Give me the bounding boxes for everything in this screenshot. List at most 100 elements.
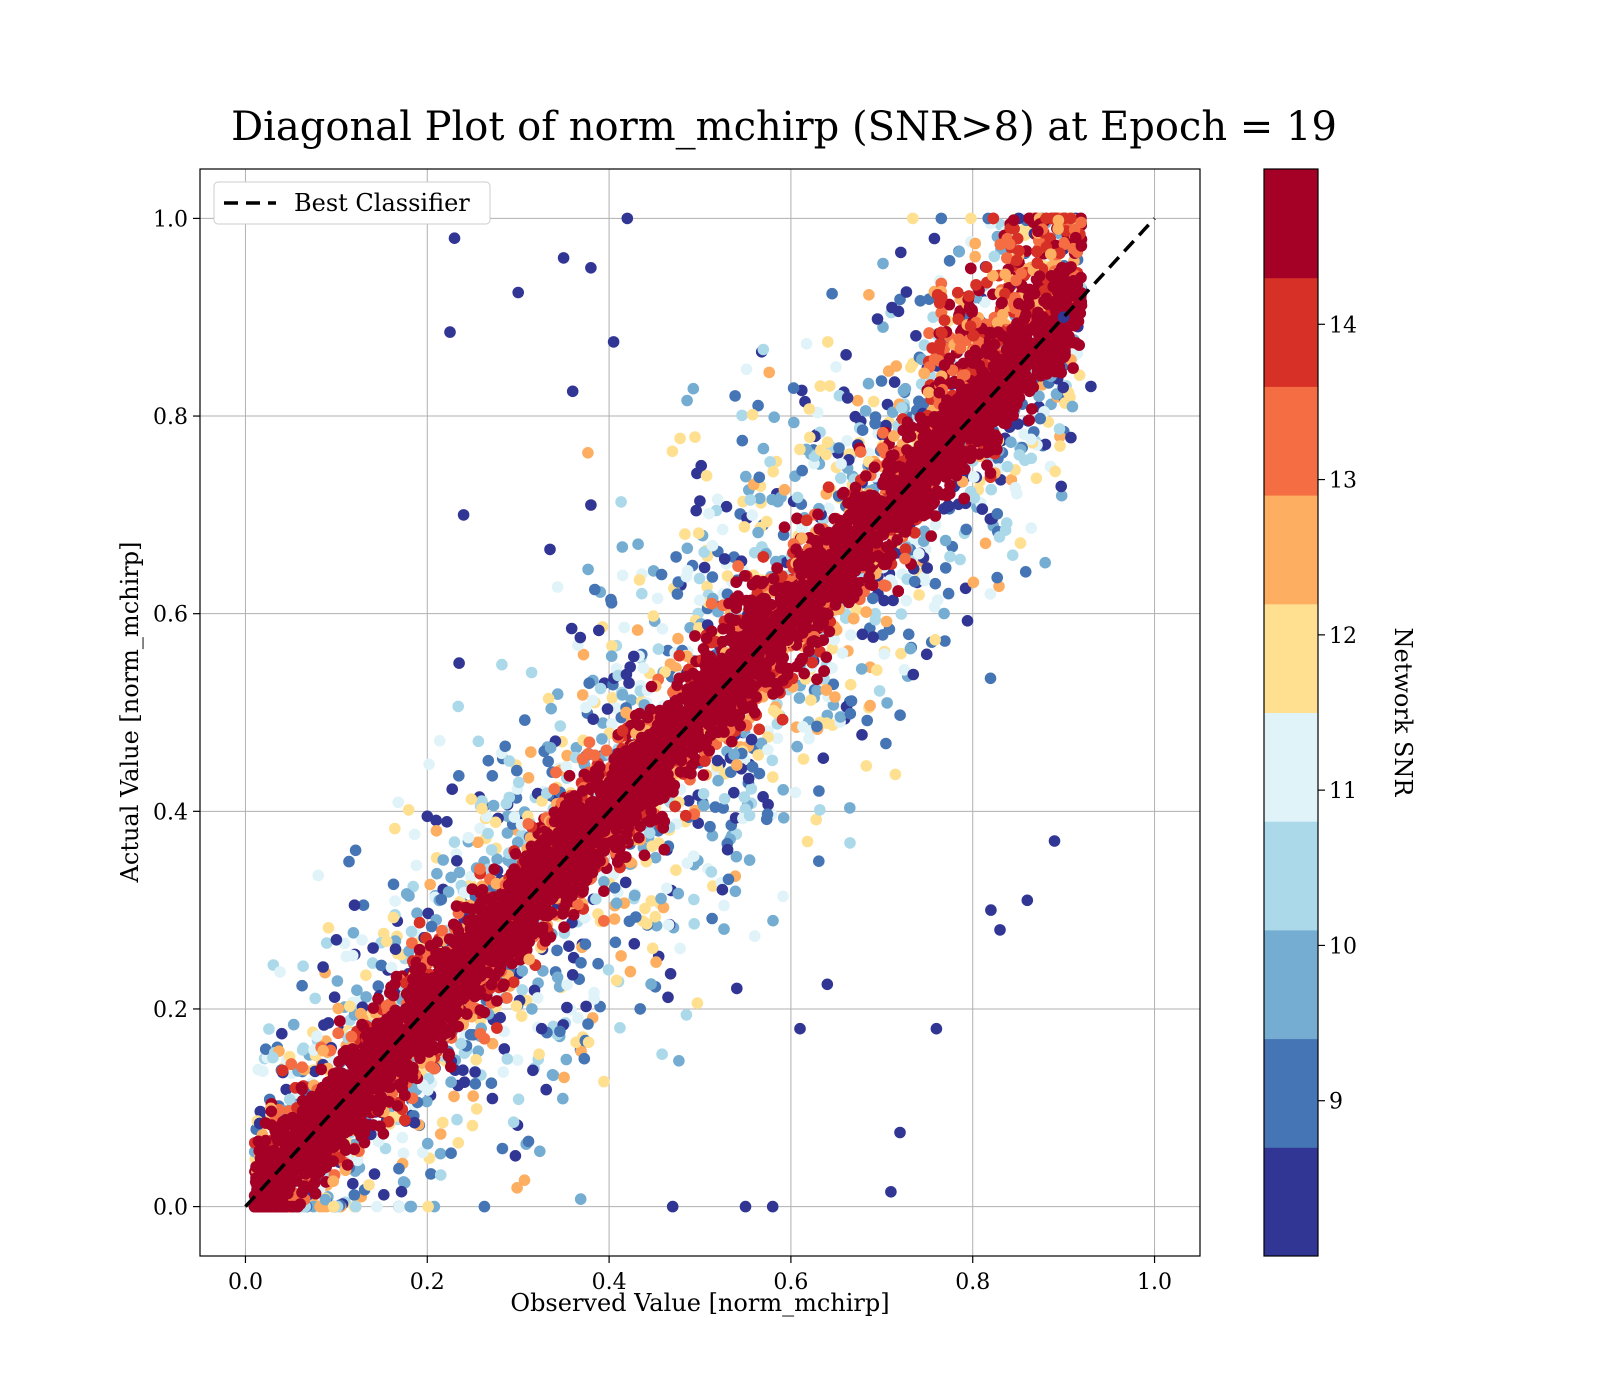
data-point (534, 1145, 546, 1158)
data-point (257, 1065, 269, 1078)
data-point (494, 1011, 507, 1024)
data-point (518, 1174, 531, 1186)
data-point (877, 257, 889, 270)
data-point (873, 685, 886, 697)
data-point (371, 1200, 383, 1213)
data-point (469, 1078, 482, 1090)
data-point (680, 570, 693, 583)
data-point (462, 831, 475, 844)
data-point (554, 720, 567, 732)
data-point (1057, 381, 1069, 394)
data-point (311, 1030, 323, 1042)
data-point (718, 793, 731, 805)
data-point (393, 1200, 405, 1213)
data-point (787, 382, 800, 394)
data-point (486, 1092, 499, 1105)
data-point (437, 854, 450, 866)
data-point (561, 979, 573, 991)
data-point (368, 1168, 381, 1180)
data-point (500, 797, 513, 810)
data-point (692, 527, 705, 539)
data-point (1011, 487, 1023, 500)
data-point (698, 561, 711, 574)
data-point (826, 287, 838, 300)
data-point (826, 642, 839, 655)
data-point (736, 409, 748, 422)
data-point (319, 1193, 332, 1206)
data-point (705, 866, 718, 878)
data-point (771, 732, 784, 745)
data-point (688, 893, 700, 906)
data-point (718, 899, 730, 912)
data-point (745, 733, 758, 746)
data-point (652, 643, 665, 655)
data-point (877, 321, 889, 333)
data-point (482, 827, 494, 840)
data-point (888, 376, 901, 388)
data-point (840, 349, 852, 361)
data-point (887, 594, 899, 607)
data-point (720, 500, 733, 513)
data-point (881, 697, 893, 709)
data-point (999, 524, 1012, 536)
data-point (650, 956, 662, 968)
data-point (296, 979, 308, 992)
data-point (634, 1003, 646, 1015)
data-point (563, 940, 575, 952)
data-points (248, 212, 1097, 1213)
data-point (867, 395, 880, 408)
data-point (598, 1075, 610, 1088)
data-point (496, 1142, 509, 1155)
data-point (470, 1054, 482, 1066)
data-point (817, 752, 830, 764)
data-point (496, 658, 508, 671)
data-point (706, 539, 719, 552)
data-point (984, 588, 997, 600)
data-point (878, 648, 891, 660)
data-point (880, 737, 892, 750)
data-point (497, 1066, 510, 1078)
data-point (487, 799, 500, 812)
data-point (1034, 412, 1046, 425)
data-point (594, 682, 607, 695)
data-point (791, 491, 804, 504)
data-point (743, 854, 756, 866)
data-point (1014, 537, 1027, 549)
data-point (526, 1003, 538, 1015)
data-point (424, 878, 437, 891)
data-point (813, 785, 825, 797)
data-point (1006, 549, 1019, 561)
data-point (448, 1090, 460, 1103)
data-point (609, 936, 622, 949)
data-point (841, 392, 854, 404)
data-point (1001, 460, 1014, 473)
data-point (752, 399, 764, 412)
data-point (592, 957, 604, 970)
data-point (767, 771, 779, 783)
data-point (589, 583, 601, 596)
data-point (624, 965, 637, 978)
data-point (531, 992, 544, 1004)
data-point (829, 691, 841, 703)
data-point (820, 717, 833, 729)
data-point (738, 521, 751, 533)
data-point (482, 754, 495, 767)
data-point (513, 776, 525, 789)
data-point (636, 587, 648, 600)
data-point (800, 338, 813, 350)
data-point (445, 1147, 457, 1159)
data-point (254, 1105, 267, 1118)
data-point (1039, 438, 1052, 451)
data-point (767, 914, 779, 927)
data-point (745, 783, 758, 795)
data-point (904, 642, 917, 655)
data-point (628, 938, 641, 950)
data-point (687, 382, 700, 395)
data-point (871, 664, 883, 676)
data-point (576, 689, 589, 701)
data-point (882, 365, 895, 377)
data-point (748, 930, 761, 942)
data-point (814, 380, 827, 392)
data-point (910, 330, 922, 342)
data-point (402, 804, 415, 816)
